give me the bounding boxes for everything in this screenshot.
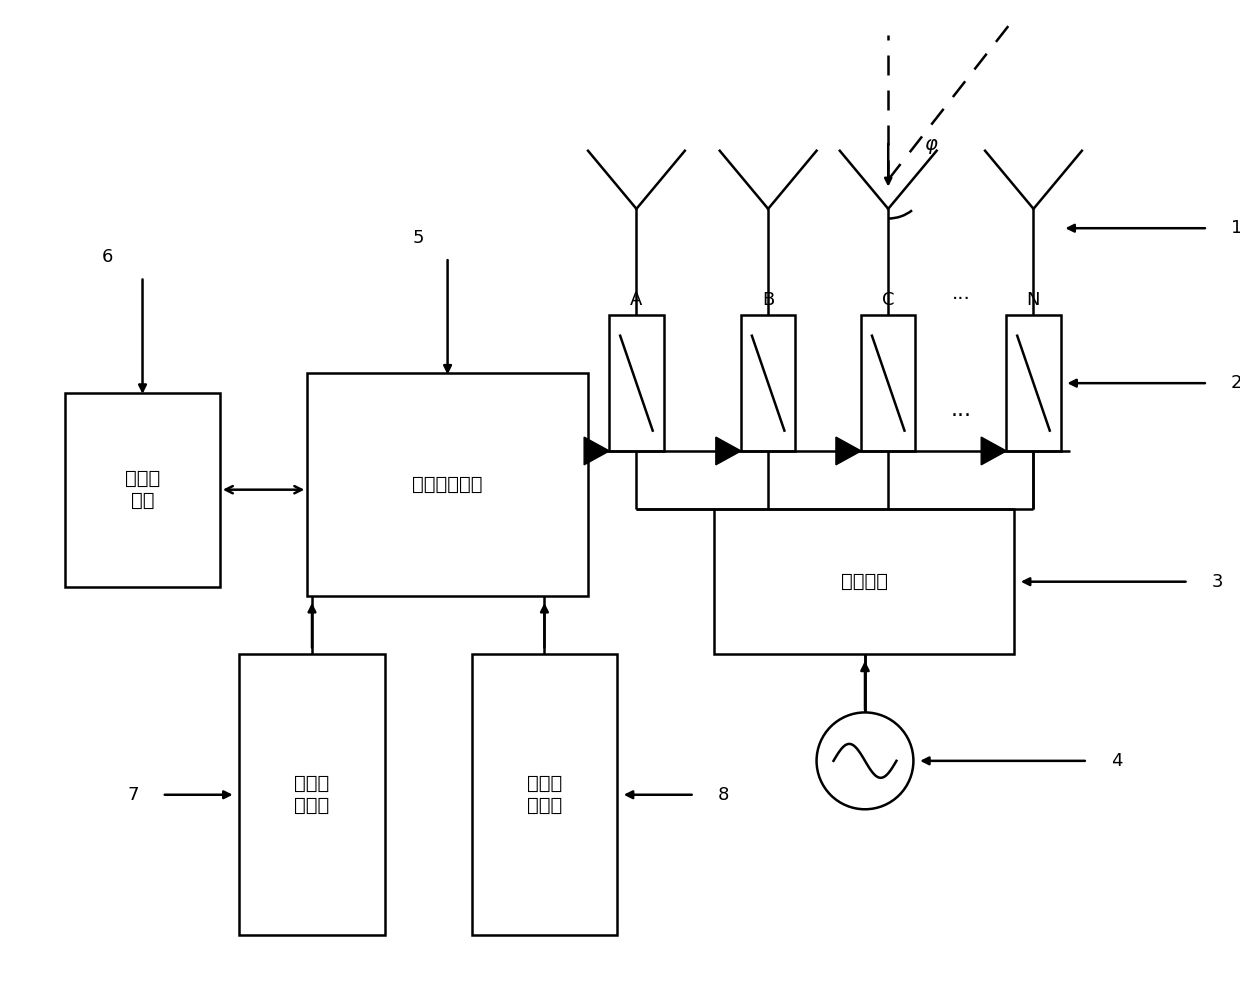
Bar: [308, 374, 588, 597]
Text: ···: ···: [950, 406, 971, 426]
Bar: [471, 654, 618, 936]
Text: 开关管理系统: 开关管理系统: [413, 476, 482, 495]
Text: 8: 8: [718, 786, 729, 804]
Bar: [714, 509, 1014, 654]
Text: 功分网络: 功分网络: [841, 572, 888, 592]
Text: 基带信
号源一: 基带信 号源一: [294, 774, 330, 816]
Text: B: B: [763, 291, 774, 309]
Polygon shape: [715, 437, 742, 465]
Polygon shape: [981, 437, 1007, 465]
Text: 时序存
储器: 时序存 储器: [125, 469, 160, 510]
Polygon shape: [584, 437, 609, 465]
Text: C: C: [882, 291, 894, 309]
Text: ···: ···: [951, 290, 970, 309]
Text: 4: 4: [1111, 752, 1122, 770]
Bar: [1007, 315, 1060, 451]
Bar: [239, 654, 384, 936]
Bar: [64, 392, 219, 587]
Text: 2: 2: [1231, 375, 1240, 392]
Text: 5: 5: [413, 229, 424, 247]
Text: 6: 6: [102, 249, 113, 267]
Bar: [609, 315, 663, 451]
Text: 7: 7: [126, 786, 139, 804]
Text: N: N: [1027, 291, 1040, 309]
Polygon shape: [836, 437, 861, 465]
Bar: [742, 315, 795, 451]
Text: A: A: [630, 291, 642, 309]
Text: 3: 3: [1211, 573, 1223, 591]
Text: 基带信
号源二: 基带信 号源二: [527, 774, 562, 816]
Text: 1: 1: [1231, 219, 1240, 237]
Text: φ: φ: [924, 136, 937, 155]
Bar: [861, 315, 915, 451]
